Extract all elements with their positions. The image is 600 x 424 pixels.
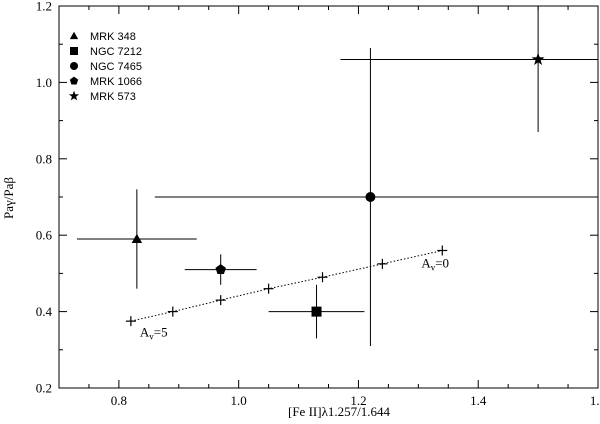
- x-tick-label: 0.8: [111, 393, 127, 408]
- legend-triangle-icon: [69, 31, 79, 40]
- legend-label: MRK 348: [90, 31, 136, 43]
- y-axis: 0.2 0.4 0.6 0.8 1.0 1.2: [36, 0, 598, 396]
- extinction-label: Av=0: [421, 256, 449, 273]
- data-points: [76, 6, 598, 346]
- point-mrk-573: [340, 6, 598, 133]
- y-tick-label: 1.2: [36, 0, 52, 14]
- x-tick-label: 1.6: [590, 393, 600, 408]
- point-mrk-348: [76, 189, 197, 289]
- reddening-curve-line: [130, 250, 443, 322]
- y-tick-label: 0.4: [36, 304, 53, 319]
- legend-square-icon: [70, 47, 78, 55]
- legend: MRK 348 NGC 7212 NGC 7465 MRK 1066 MRK 573: [68, 31, 142, 103]
- y-axis-label: Paγ/Paβ: [1, 177, 16, 219]
- y-tick-label: 0.2: [36, 381, 52, 396]
- legend-circle-icon: [70, 62, 78, 70]
- circle-marker: [365, 192, 376, 202]
- x-axis: 0.8 1.0 1.2 1.4 1.6: [58, 6, 600, 408]
- point-ngc-7465: [154, 48, 598, 346]
- x-tick-label: 1.2: [350, 393, 366, 408]
- x-tick-label: 1.4: [470, 393, 487, 408]
- reddening-curve: [125, 245, 448, 327]
- x-axis-label: [Fe II]λ1.257/1.644: [288, 404, 390, 419]
- legend-pentagon-icon: [69, 76, 79, 85]
- legend-label: NGC 7465: [90, 61, 142, 73]
- annotations: Av=0 Av=5: [140, 256, 449, 342]
- legend-label: MRK 573: [90, 91, 136, 103]
- y-tick-label: 1.0: [36, 75, 52, 90]
- square-marker: [311, 306, 322, 317]
- star-marker: [531, 52, 545, 65]
- point-ngc-7212: [268, 284, 365, 339]
- extinction-label: Av=5: [140, 324, 168, 341]
- triangle-marker: [131, 233, 143, 243]
- legend-label: MRK 1066: [90, 76, 142, 88]
- x-tick-label: 1.0: [231, 393, 247, 408]
- legend-label: NGC 7212: [90, 46, 142, 58]
- pentagon-marker: [215, 264, 226, 275]
- legend-star-icon: [68, 90, 80, 101]
- y-tick-label: 0.6: [36, 228, 53, 243]
- point-mrk-1066: [184, 254, 257, 285]
- y-tick-label: 0.8: [36, 151, 52, 166]
